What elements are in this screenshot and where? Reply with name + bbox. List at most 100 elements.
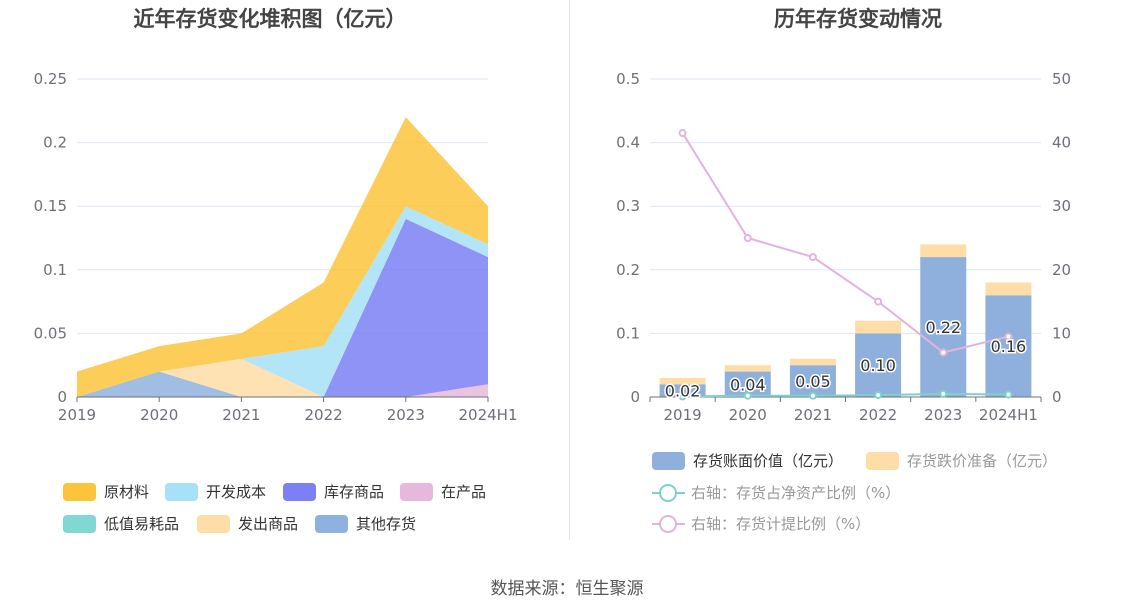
x-tick-label: 2021 [222,406,260,424]
x-tick-label: 2020 [140,406,178,424]
legend-item[interactable]: 发出商品 [197,513,298,534]
legend-label: 在产品 [441,483,487,501]
legend-item[interactable]: 库存商品 [283,481,384,502]
x-tick-label: 2019 [58,406,96,424]
x-tick-label: 2024H1 [459,406,518,424]
area-chart-legend: 原材料 开发成本 库存商品 在产品低值易耗品 发出商品 其他存货 [63,481,486,534]
line-point [1004,332,1013,341]
legend-label: 其他存货 [356,515,417,533]
panel-divider [569,0,570,540]
x-tick-label: 2021 [794,406,832,424]
bar-chart-title: 历年存货变动情况 [774,7,942,31]
legend-swatch [866,451,899,470]
area-series-6 [77,117,488,397]
line-point [678,392,687,401]
legend-item[interactable]: 低值易耗品 [63,513,179,534]
area-series-5 [77,206,488,397]
x-tick-label: 2022 [859,406,897,424]
line-point [939,348,948,357]
legend-line-marker [652,514,685,533]
legend-label: 原材料 [104,483,150,501]
bar-data-label: 0.05 [795,372,831,391]
legend-item[interactable]: 右轴：存货计提比例（%） [652,513,870,534]
area-series-3 [77,218,488,397]
y2-tick-label: 20 [1052,261,1071,279]
legend-item[interactable]: 存货账面价值（亿元） [652,450,843,471]
legend-item[interactable]: 右轴：存货占净资产比例（%） [652,482,900,503]
legend-swatch [197,514,230,533]
y-tick-label: 0.2 [616,261,640,279]
legend-swatch [400,482,433,501]
legend-label: 低值易耗品 [104,515,180,533]
bar-book-value [855,333,902,397]
legend-label: 存货跌价准备（亿元） [907,452,1058,470]
area-chart-title: 近年存货变化堆积图（亿元） [134,7,407,31]
stacked-area-chart: 近年存货变化堆积图（亿元） 0 0.05 0.1 0.15 0.2 0.25 2019 2020… [34,7,518,424]
x-tick-label: 2023 [387,406,425,424]
legend-item[interactable]: 存货跌价准备（亿元） [866,450,1057,471]
legend-label: 右轴：存货占净资产比例（%） [691,484,901,502]
line-series-0 [682,392,1009,398]
legend-item[interactable]: 其他存货 [315,513,416,534]
legend-swatch [283,482,316,501]
y-tick-label: 0.1 [43,261,67,279]
bar-provision [985,282,1032,296]
inventory-change-chart: 历年存货变动情况 0 0.1 0.2 0.3 0.4 0.5 0 10 20 30 40 50 2019 2… [616,7,1071,424]
legend-swatch [652,451,685,470]
bar-book-value [985,295,1032,397]
x-tick-label: 2023 [924,406,962,424]
y-tick-label: 0.15 [34,197,67,215]
bar-data-label: 0.10 [860,356,896,375]
bar-data-label: 0.02 [665,382,701,401]
area-series-0 [77,384,488,397]
bar-book-value [789,365,836,397]
legend-item[interactable]: 在产品 [400,481,486,502]
legend-swatch [63,482,96,501]
y-tick-label: 0.25 [34,70,67,88]
bar-book-value [920,257,967,397]
legend-line-marker [652,483,685,502]
legend-label: 发出商品 [238,515,299,533]
line-point [678,129,687,138]
y2-tick-label: 40 [1052,134,1071,152]
y-tick-label: 0 [630,388,640,406]
legend-swatch [315,514,348,533]
area-series-1 [77,371,488,397]
line-point [808,391,817,400]
legend-label: 右轴：存货计提比例（%） [691,515,871,533]
legend-label: 库存商品 [324,483,385,501]
y-tick-label: 0.2 [43,134,67,152]
y-tick-label: 0.4 [616,134,640,152]
y-tick-label: 0.1 [616,324,640,342]
bar-provision [659,377,706,385]
bar-data-label: 0.16 [991,337,1027,356]
line-point [743,391,752,400]
line-point [743,234,752,242]
y-tick-label: 0 [57,388,67,406]
legend-item[interactable]: 原材料 [63,481,149,502]
y-tick-label: 0.05 [34,324,67,342]
x-tick-label: 2019 [663,406,701,424]
bar-chart-legend: 存货账面价值（亿元） 存货跌价准备（亿元） 右轴：存货占净资产比例（%） 右轴：存货计… [570,0,1134,612]
line-point [874,391,883,400]
bar-provision [789,358,836,366]
bar-book-value [659,384,706,397]
y2-tick-label: 30 [1052,197,1071,215]
line-series-1 [681,132,1009,354]
legend-label: 开发成本 [206,483,267,501]
line-point [808,253,817,262]
line-point [1004,390,1013,399]
area-series-2 [77,358,488,397]
legend-swatch [63,514,96,533]
bar-provision [724,365,771,372]
y2-tick-label: 0 [1052,388,1062,406]
y-tick-label: 0.3 [616,197,640,215]
line-point [874,297,883,306]
legend-item[interactable]: 开发成本 [165,481,266,502]
bar-data-label: 0.22 [925,318,961,337]
x-tick-label: 2022 [305,406,343,424]
data-source: 数据来源：恒生聚源 [490,579,644,599]
legend-swatch [165,482,198,501]
x-tick-label: 2020 [729,406,767,424]
